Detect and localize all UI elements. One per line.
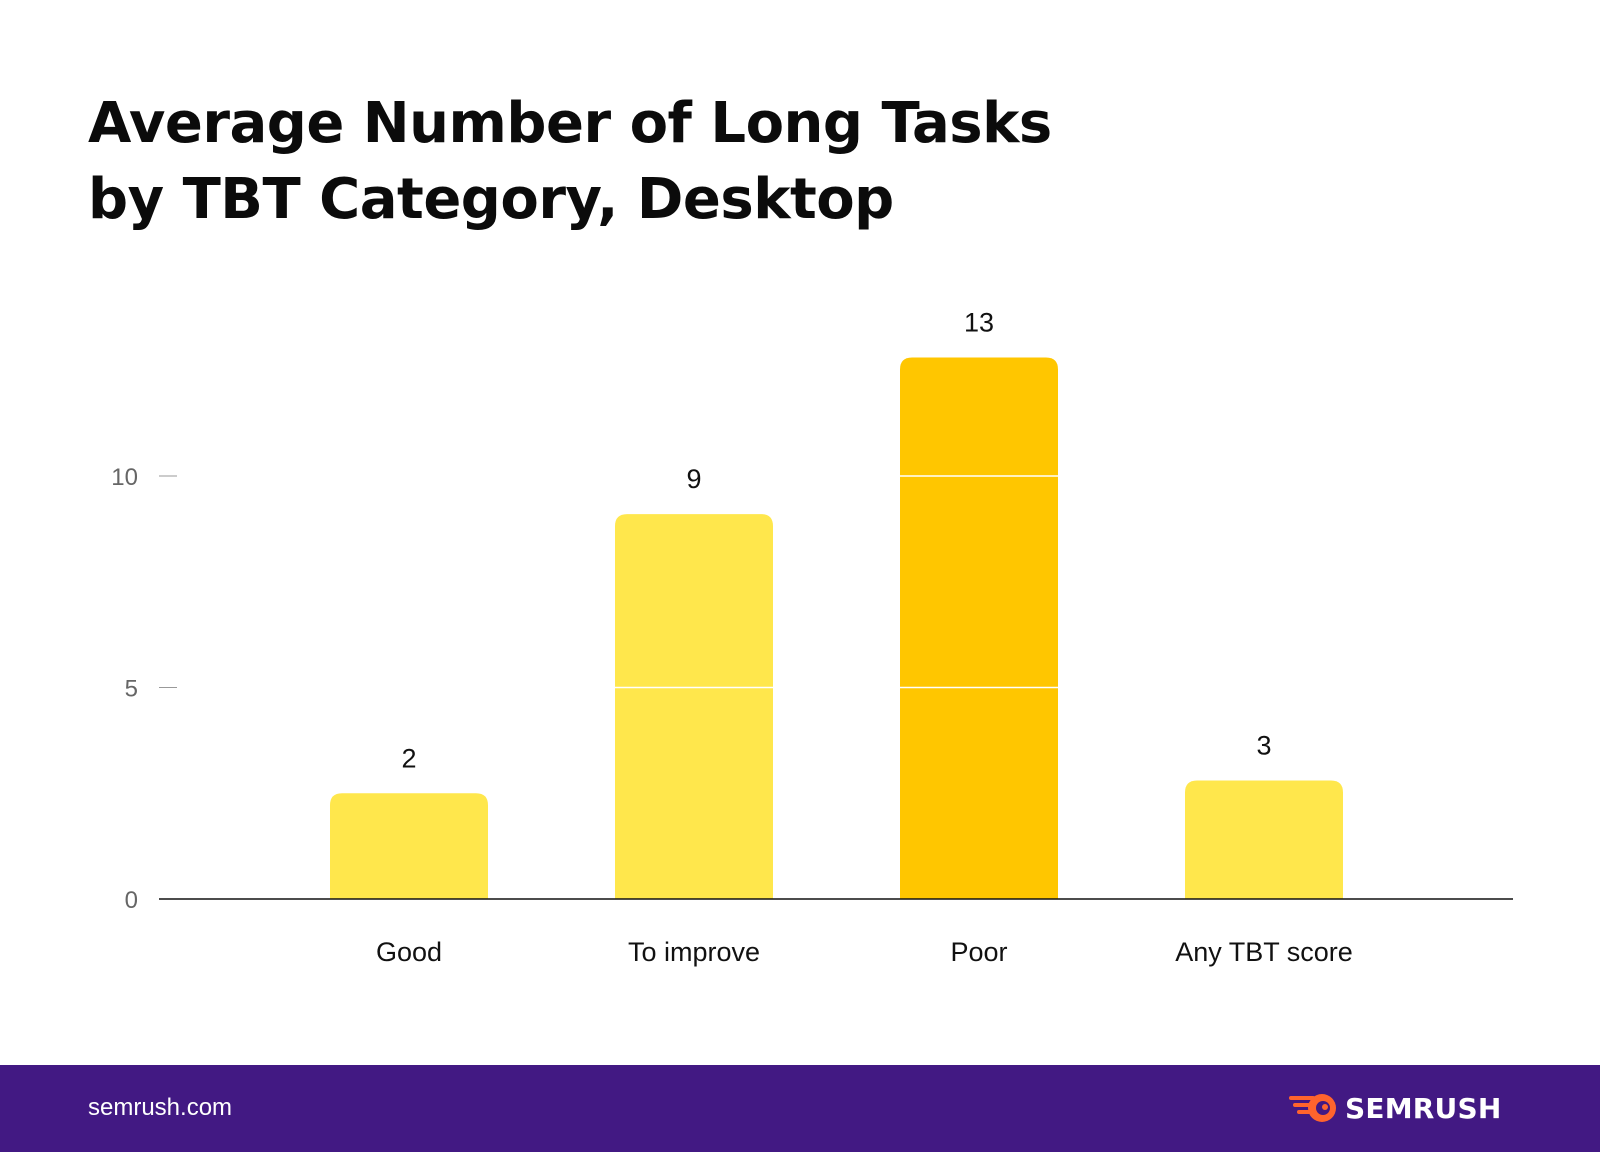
x-category-label: To improve — [628, 937, 760, 967]
chart-title: Average Number of Long Tasks by TBT Cate… — [88, 86, 1288, 238]
chart-title-line-2: by TBT Category, Desktop — [88, 167, 894, 232]
semrush-fireball-icon — [1289, 1094, 1336, 1122]
x-category-label: Poor — [950, 937, 1007, 967]
semrush-brand-text: SEMRUSH — [1345, 1091, 1502, 1125]
bars — [330, 357, 1343, 899]
chart-title-line-1: Average Number of Long Tasks — [88, 91, 1052, 156]
y-tick-label: 0 — [125, 887, 138, 914]
data-label: 2 — [401, 743, 416, 773]
footer-bar: semrush.com SEMRUSH — [0, 1065, 1600, 1152]
x-category-label: Any TBT score — [1175, 937, 1353, 967]
bar-chart: 0 5 10 2 Good 9 To improve 13 Poor 3 Any TBT scor… — [111, 308, 1513, 967]
y-tick-label: 10 — [111, 464, 138, 491]
bar-to-improve — [615, 514, 773, 899]
data-label: 13 — [964, 308, 994, 338]
semrush-logo[interactable]: SEMRUSH — [1289, 1088, 1501, 1128]
x-category-label: Good — [376, 937, 442, 967]
bar-any-tbt-score — [1185, 780, 1343, 899]
y-axis: 0 5 10 — [111, 464, 177, 914]
y-tick-label: 5 — [125, 676, 138, 703]
labels: 2 Good 9 To improve 13 Poor 3 Any TBT score — [376, 308, 1353, 967]
bar-good — [330, 793, 488, 899]
bar-poor — [900, 357, 1058, 899]
footer-site-link[interactable]: semrush.com — [88, 1094, 233, 1121]
data-label: 3 — [1256, 731, 1271, 761]
data-label: 9 — [686, 464, 701, 494]
